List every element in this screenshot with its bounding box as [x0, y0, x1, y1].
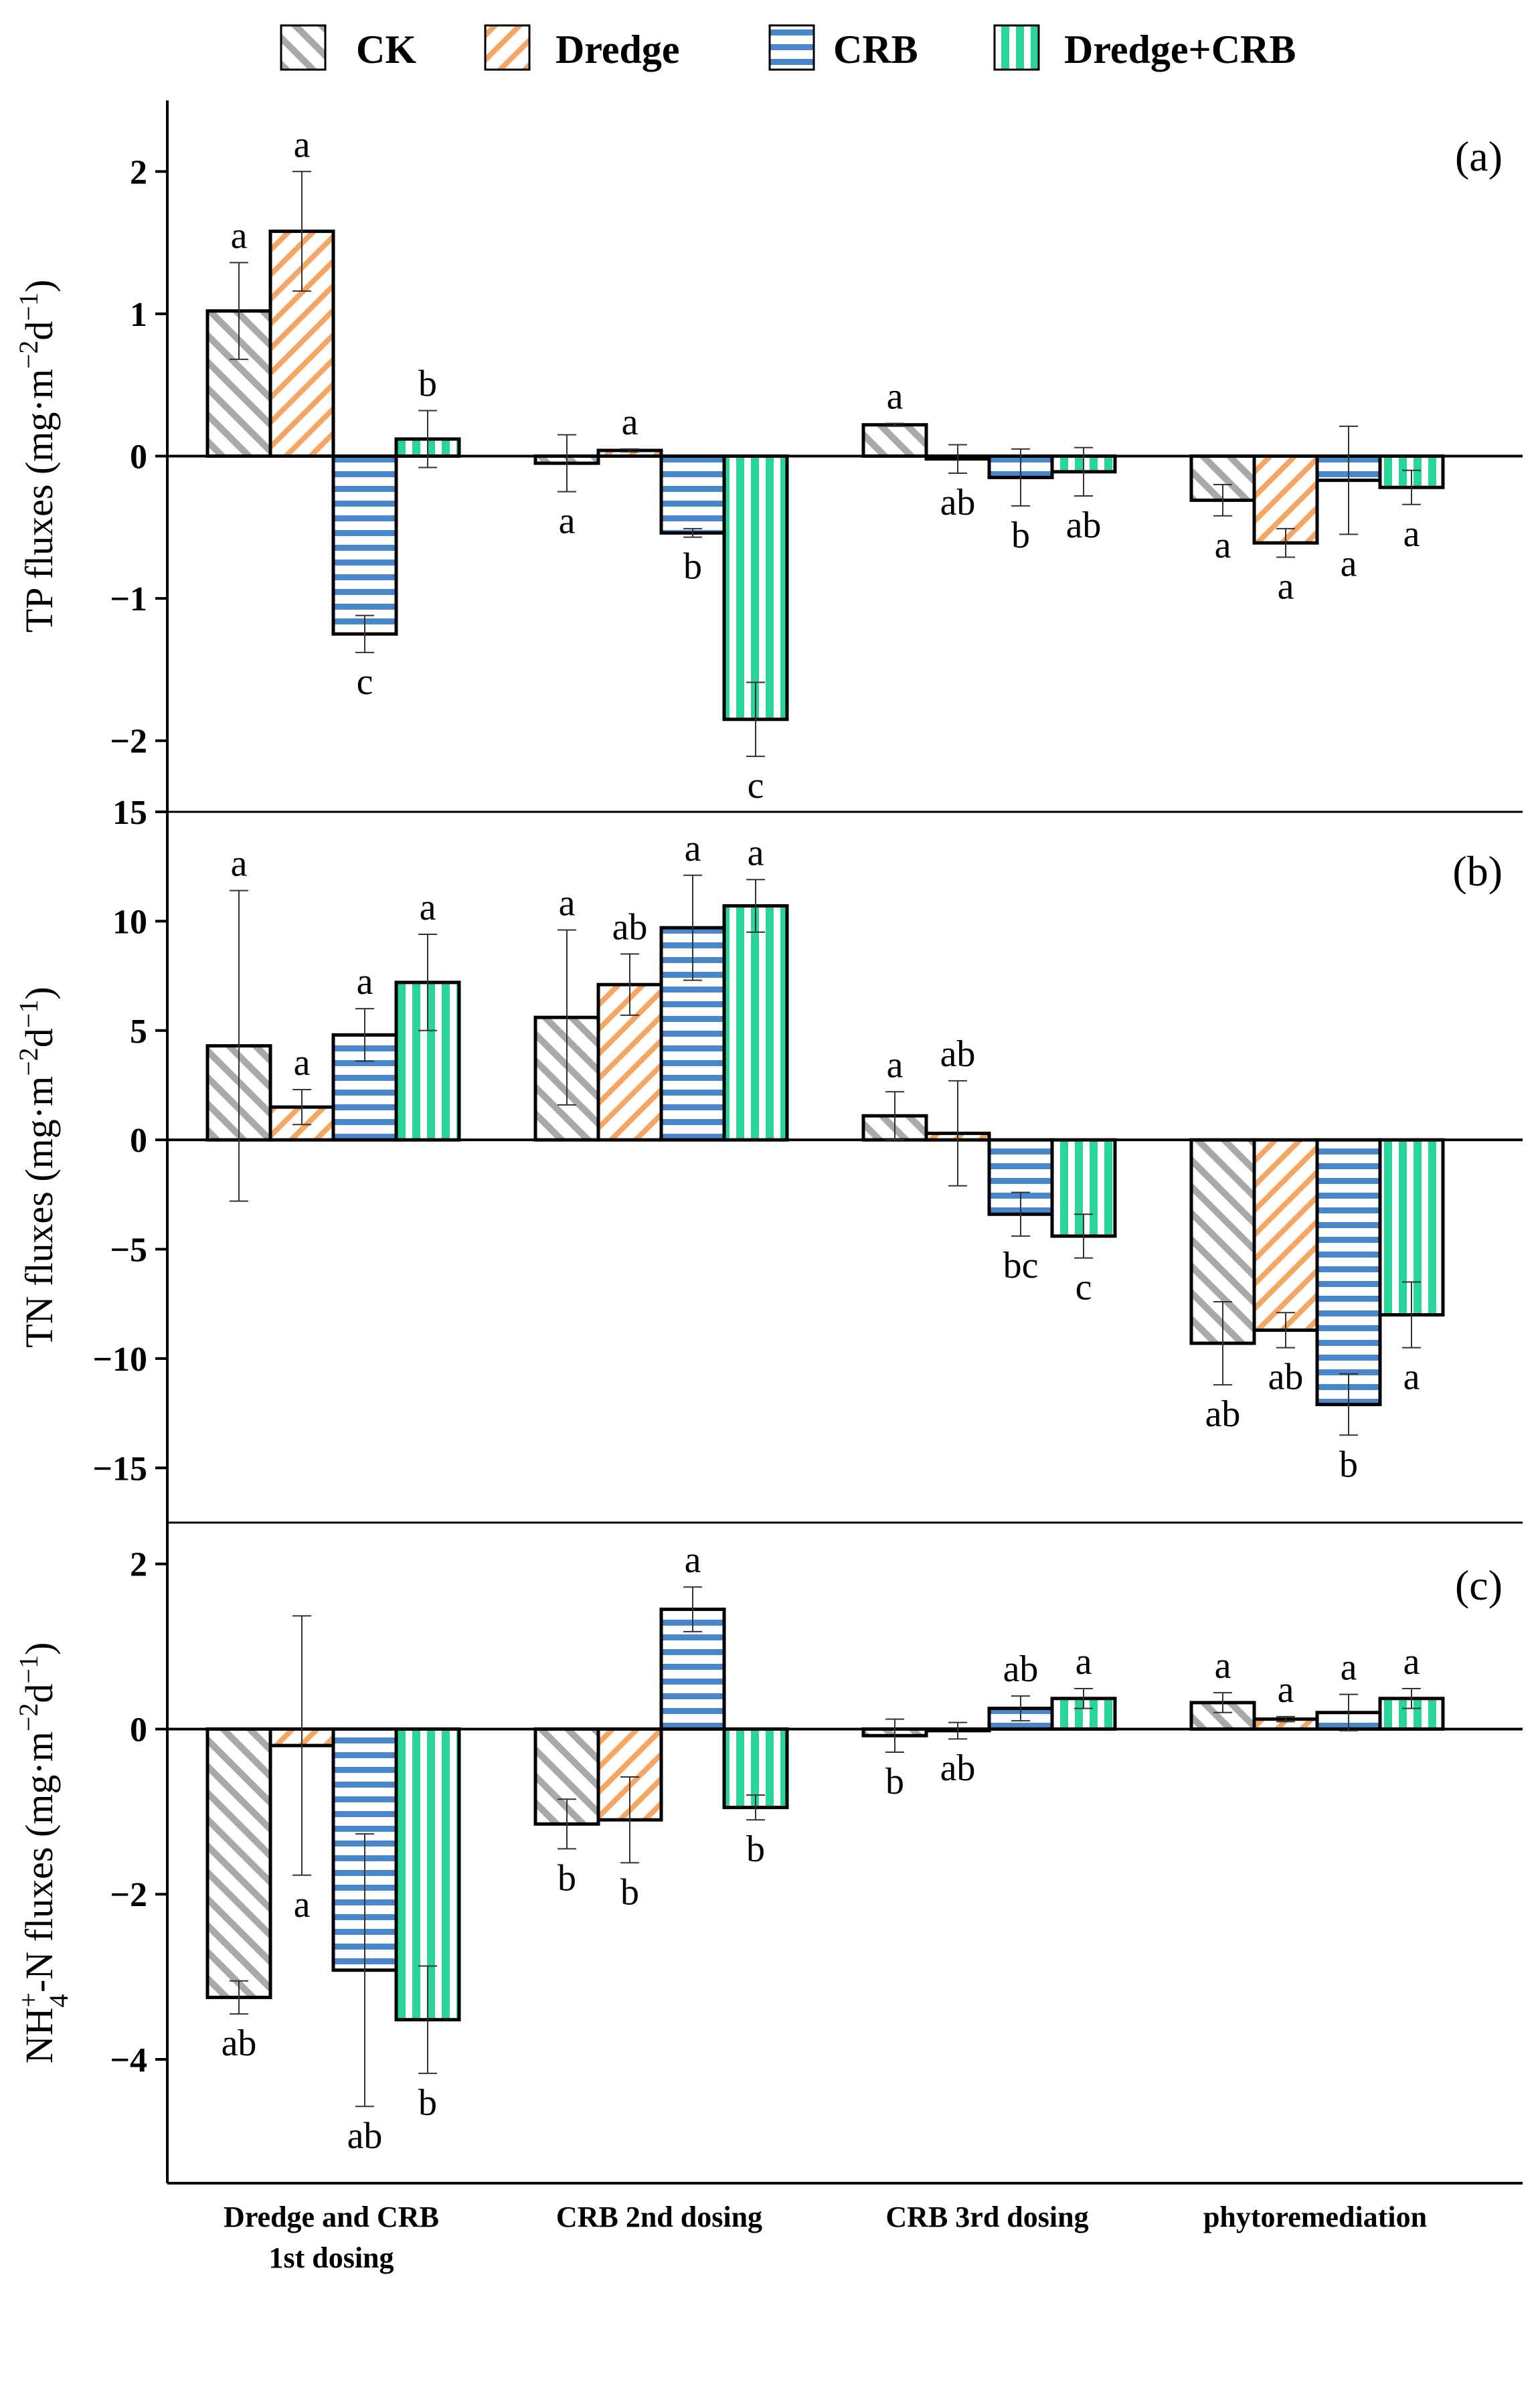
- y-tick-label: 0: [130, 1122, 147, 1160]
- significance-letter: ab: [940, 1747, 976, 1789]
- significance-letter: b: [746, 1828, 765, 1870]
- y-tick-label: −2: [110, 723, 147, 761]
- significance-letter: bc: [1003, 1245, 1039, 1286]
- significance-letter: ab: [940, 482, 976, 523]
- x-category-labels: Dredge and CRB 1st dosing CRB 2nd dosing…: [224, 2201, 1427, 2274]
- significance-letter: a: [1215, 525, 1231, 566]
- bar-crb: [331, 454, 398, 636]
- significance-letter: a: [357, 961, 373, 1003]
- y-tick-label: −5: [110, 1231, 147, 1270]
- significance-letter: a: [420, 887, 436, 928]
- significance-letter: a: [748, 832, 764, 873]
- y-tick-label: −15: [92, 1450, 147, 1488]
- significance-letter: a: [231, 843, 248, 885]
- bar-dredge: [1252, 1138, 1319, 1332]
- legend-swatch-dredge-crb: [993, 24, 1040, 71]
- significance-letter: b: [683, 546, 702, 588]
- significance-letter: b: [558, 1857, 576, 1899]
- panel-tag: (a): [1455, 133, 1503, 180]
- significance-letter: a: [887, 376, 904, 418]
- y-tick-label: 2: [130, 1546, 147, 1584]
- significance-letter: a: [1341, 1647, 1357, 1689]
- significance-letter: ab: [347, 2115, 383, 2156]
- bar-ck: [205, 1727, 272, 1999]
- significance-letter: a: [1076, 1641, 1092, 1683]
- significance-letter: a: [559, 501, 576, 542]
- bar-dredge-crb: [722, 904, 789, 1142]
- category-label-4: phytoremediation: [1203, 2201, 1427, 2233]
- significance-letter: a: [685, 828, 701, 869]
- y-axis-title: TP fluxes (mg·m−2d−1): [13, 280, 62, 633]
- significance-letter: a: [1341, 543, 1357, 584]
- bar-ck: [861, 423, 928, 458]
- significance-letter: ab: [940, 1033, 976, 1075]
- y-axis-title: TN fluxes (mg·m−2d−1): [13, 987, 62, 1347]
- significance-letter: ab: [1066, 505, 1102, 546]
- significance-letter: a: [1278, 566, 1294, 607]
- legend-swatch-crb: [768, 24, 815, 71]
- panel-tag: (c): [1455, 1561, 1503, 1609]
- significance-letter: ab: [1205, 1393, 1241, 1435]
- y-tick-label: 5: [130, 1013, 147, 1051]
- y-tick-label: 0: [130, 438, 147, 477]
- category-label-2: CRB 2nd dosing: [556, 2201, 762, 2233]
- significance-letter: b: [418, 2082, 437, 2124]
- panel-tag: (b): [1452, 847, 1503, 895]
- panel-nh4-fluxes: −4−202 (c)NH4+-N fluxes (mg·m−2d−1)abbbaa…: [13, 1521, 1523, 2156]
- y-tick-label: 10: [112, 903, 147, 941]
- legend-label-dredge: Dredge: [555, 27, 680, 72]
- y-tick-label: −2: [110, 1876, 147, 1914]
- significance-letter: ab: [1268, 1357, 1304, 1398]
- y-tick-label: 0: [130, 1711, 147, 1749]
- significance-letter: c: [1076, 1267, 1092, 1308]
- bar-crb: [659, 454, 726, 535]
- legend-label-crb: CRB: [833, 27, 918, 72]
- significance-letter: b: [1339, 1444, 1358, 1485]
- legend: CK Dredge CRB Dredge+CRB: [280, 24, 1296, 72]
- significance-letter: a: [1403, 1641, 1420, 1683]
- y-tick-label: −4: [110, 2041, 147, 2079]
- category-label-1-line1: Dredge and CRB: [224, 2201, 439, 2233]
- y-tick-label: −1: [110, 580, 147, 618]
- significance-letter: a: [1403, 513, 1420, 555]
- significance-letter: b: [620, 1871, 639, 1913]
- significance-letter: a: [1215, 1645, 1231, 1687]
- y-tick-label: 15: [112, 794, 147, 832]
- significance-letter: a: [1403, 1357, 1420, 1398]
- significance-letter: a: [294, 1042, 311, 1084]
- significance-letter: b: [885, 1761, 904, 1802]
- legend-label-dredge-crb: Dredge+CRB: [1064, 27, 1296, 72]
- y-tick-label: −10: [92, 1341, 147, 1379]
- y-axis-title: NH4+-N fluxes (mg·m−2d−1): [13, 1642, 74, 2064]
- significance-letter: a: [622, 402, 638, 443]
- significance-letter: a: [1278, 1669, 1294, 1711]
- significance-letter: ab: [222, 2023, 257, 2064]
- significance-letter: ab: [1003, 1648, 1039, 1690]
- significance-letter: a: [294, 1884, 311, 1926]
- category-label-3: CRB 3rd dosing: [885, 2201, 1088, 2233]
- significance-letter: b: [1011, 515, 1030, 556]
- significance-letter: ab: [612, 906, 648, 948]
- y-tick-label: 1: [130, 296, 147, 334]
- bar-crb: [1315, 1138, 1382, 1407]
- significance-letter: a: [685, 1539, 701, 1581]
- significance-letter: b: [418, 363, 437, 404]
- bar-dredge-crb: [722, 454, 789, 721]
- legend-label-ck: CK: [356, 27, 416, 72]
- significance-letter: a: [231, 215, 248, 256]
- significance-letter: c: [748, 765, 764, 806]
- category-label-1-line2: 1st dosing: [268, 2241, 394, 2274]
- legend-swatch-ck: [280, 24, 327, 71]
- significance-letter: a: [887, 1044, 904, 1086]
- significance-letter: a: [294, 124, 311, 165]
- significance-letter: c: [357, 661, 373, 703]
- legend-swatch-dredge: [484, 24, 531, 71]
- significance-letter: a: [559, 882, 576, 924]
- y-tick-label: 2: [130, 153, 147, 191]
